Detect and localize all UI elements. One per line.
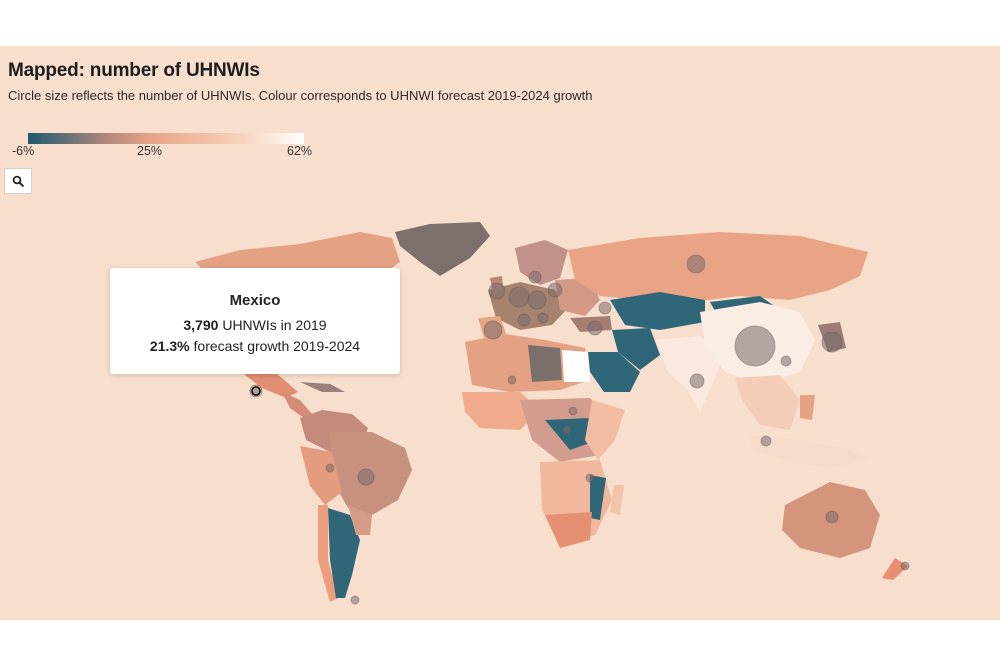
region-caribbean[interactable] — [300, 382, 345, 392]
search-icon — [12, 175, 24, 187]
uhnwi-bubble[interactable] — [598, 301, 612, 315]
uhnwi-bubble[interactable] — [686, 254, 706, 274]
uhnwi-bubble[interactable] — [825, 510, 839, 524]
uhnwi-bubble[interactable] — [821, 331, 843, 353]
region-argentina[interactable] — [328, 508, 360, 598]
region-east-africa[interactable] — [585, 400, 625, 460]
uhnwi-bubble[interactable] — [568, 406, 578, 416]
zoom-button[interactable] — [4, 168, 32, 194]
tooltip-growth-suffix: forecast growth 2019-2024 — [189, 338, 361, 354]
region-greenland[interactable] — [395, 222, 490, 276]
region-peru-bolivia[interactable] — [300, 446, 342, 505]
uhnwi-bubble[interactable] — [587, 320, 603, 336]
uhnwi-bubble[interactable] — [760, 435, 772, 447]
tooltip-count-value: 3,790 — [183, 317, 219, 333]
tooltip-growth-value: 21.3% — [149, 338, 190, 354]
page-title: Mapped: number of UHNWIs — [8, 60, 260, 81]
region-iran[interactable] — [612, 328, 660, 370]
region-philippines[interactable] — [800, 395, 815, 420]
uhnwi-bubble[interactable] — [483, 320, 503, 340]
region-madagascar[interactable] — [610, 485, 624, 515]
region-southeast-asia[interactable] — [735, 375, 800, 430]
tooltip-count-suffix: UHNWIs in 2019 — [218, 317, 327, 333]
uhnwi-bubble[interactable] — [528, 270, 542, 284]
tooltip-country-name: Mexico — [229, 292, 281, 309]
region-egypt[interactable] — [562, 350, 590, 382]
legend-gradient-bar — [28, 133, 304, 144]
tooltip-growth-line: 21.3% forecast growth 2019-2024 — [110, 336, 400, 357]
region-kazakhstan[interactable] — [610, 292, 705, 330]
legend-mid-label: 25% — [137, 144, 163, 158]
region-south-asia[interactable] — [655, 336, 725, 412]
highlighted-bubble-mexico[interactable] — [251, 386, 261, 396]
region-scandinavia[interactable] — [515, 240, 568, 285]
region-russia[interactable] — [568, 232, 868, 302]
region-chile[interactable] — [318, 505, 338, 602]
legend-min-label: -6% — [12, 144, 35, 158]
region-mozambique[interactable] — [590, 475, 606, 520]
region-indonesia[interactable] — [748, 435, 870, 468]
uhnwi-bubbles — [249, 254, 910, 605]
region-south-africa[interactable] — [545, 512, 592, 548]
country-tooltip: Mexico 3,790 UHNWIs in 2019 21.3% foreca… — [110, 268, 400, 374]
region-saudi-arabia[interactable] — [588, 352, 640, 392]
uhnwi-bubble[interactable] — [689, 373, 705, 389]
uhnwi-bubble[interactable] — [508, 286, 530, 308]
uhnwi-bubble[interactable] — [780, 355, 792, 367]
region-new-zealand[interactable] — [882, 558, 908, 580]
uhnwi-bubble[interactable] — [325, 463, 335, 473]
uhnwi-bubble[interactable] — [734, 325, 776, 367]
uhnwi-bubble[interactable] — [900, 561, 910, 571]
uhnwi-bubble[interactable] — [527, 290, 547, 310]
uhnwi-bubble[interactable] — [562, 425, 572, 435]
uhnwi-bubble[interactable] — [585, 473, 595, 483]
legend-max-label: 62% — [287, 144, 313, 158]
uhnwi-bubble[interactable] — [357, 468, 375, 486]
region-uruguay-paraguay[interactable] — [348, 505, 372, 535]
uhnwi-bubble[interactable] — [350, 595, 360, 605]
region-drc-tanzania[interactable] — [545, 418, 598, 450]
uhnwi-bubble[interactable] — [517, 313, 531, 327]
uhnwi-bubble[interactable] — [537, 312, 549, 324]
uhnwi-bubble[interactable] — [488, 282, 506, 300]
page-subtitle: Circle size reflects the number of UHNWI… — [8, 88, 593, 103]
color-legend: -6% 25% 62% — [12, 133, 312, 163]
region-libya[interactable] — [528, 345, 562, 382]
tooltip-count-line: 3,790 UHNWIs in 2019 — [110, 315, 400, 336]
region-central-america[interactable] — [282, 392, 312, 418]
uhnwi-bubble[interactable] — [507, 375, 517, 385]
uhnwi-bubble[interactable] — [547, 282, 563, 298]
world-map[interactable] — [0, 190, 1000, 620]
